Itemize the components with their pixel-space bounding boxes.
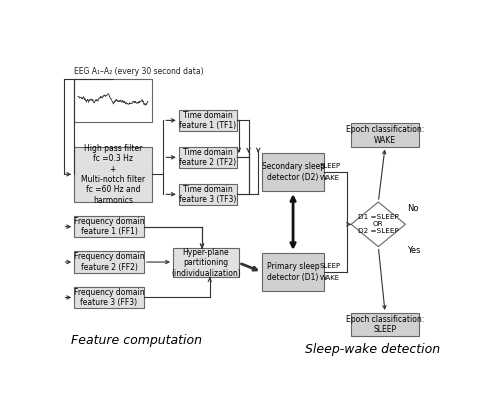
Text: High pass filter
fc =0.3 Hz
+
Multi-notch filter
fc =60 Hz and
harmonics: High pass filter fc =0.3 Hz + Multi-notc… (81, 144, 145, 205)
Polygon shape (351, 202, 406, 247)
FancyBboxPatch shape (179, 184, 237, 205)
Text: WAKE: WAKE (320, 275, 340, 281)
FancyBboxPatch shape (74, 216, 144, 238)
Text: WAKE: WAKE (320, 175, 340, 181)
Text: Time domain
feature 1 (TF1): Time domain feature 1 (TF1) (179, 111, 236, 130)
Text: Feature computation: Feature computation (70, 334, 202, 347)
Text: Frequency domain
feature 1 (FF1): Frequency domain feature 1 (FF1) (74, 217, 144, 236)
Text: Frequency domain
feature 2 (FF2): Frequency domain feature 2 (FF2) (74, 252, 144, 272)
Text: Frequency domain
feature 3 (FF3): Frequency domain feature 3 (FF3) (74, 288, 144, 307)
FancyBboxPatch shape (351, 124, 419, 146)
FancyBboxPatch shape (173, 248, 239, 278)
Text: EEG A₁–A₂ (every 30 second data): EEG A₁–A₂ (every 30 second data) (74, 67, 204, 76)
Text: Time domain
feature 2 (TF2): Time domain feature 2 (TF2) (179, 148, 236, 167)
Text: Time domain
feature 3 (TF3): Time domain feature 3 (TF3) (179, 185, 236, 204)
Text: Yes: Yes (408, 246, 421, 255)
Text: Primary sleep
detector (D1): Primary sleep detector (D1) (267, 262, 320, 282)
FancyBboxPatch shape (74, 287, 144, 308)
Text: Epoch classification:
WAKE: Epoch classification: WAKE (346, 125, 424, 145)
Text: SLEEP: SLEEP (320, 163, 340, 169)
Text: No: No (408, 204, 419, 214)
FancyBboxPatch shape (351, 313, 419, 336)
Text: SLEEP: SLEEP (320, 263, 340, 269)
FancyBboxPatch shape (179, 146, 237, 168)
FancyBboxPatch shape (74, 251, 144, 273)
FancyBboxPatch shape (179, 110, 237, 131)
Text: Epoch classification:
SLEEP: Epoch classification: SLEEP (346, 315, 424, 334)
FancyBboxPatch shape (74, 146, 152, 202)
Text: Hyper-plane
partitioning
(individualization): Hyper-plane partitioning (individualizat… (171, 248, 241, 278)
Text: Secondary sleep
detector (D2): Secondary sleep detector (D2) (262, 162, 324, 182)
Text: D1 =SLEEP
OR
D2 =SLEEP: D1 =SLEEP OR D2 =SLEEP (358, 214, 399, 234)
FancyBboxPatch shape (262, 253, 324, 291)
Text: Sleep-wake detection: Sleep-wake detection (305, 343, 440, 356)
FancyBboxPatch shape (74, 79, 152, 122)
FancyBboxPatch shape (262, 153, 324, 191)
